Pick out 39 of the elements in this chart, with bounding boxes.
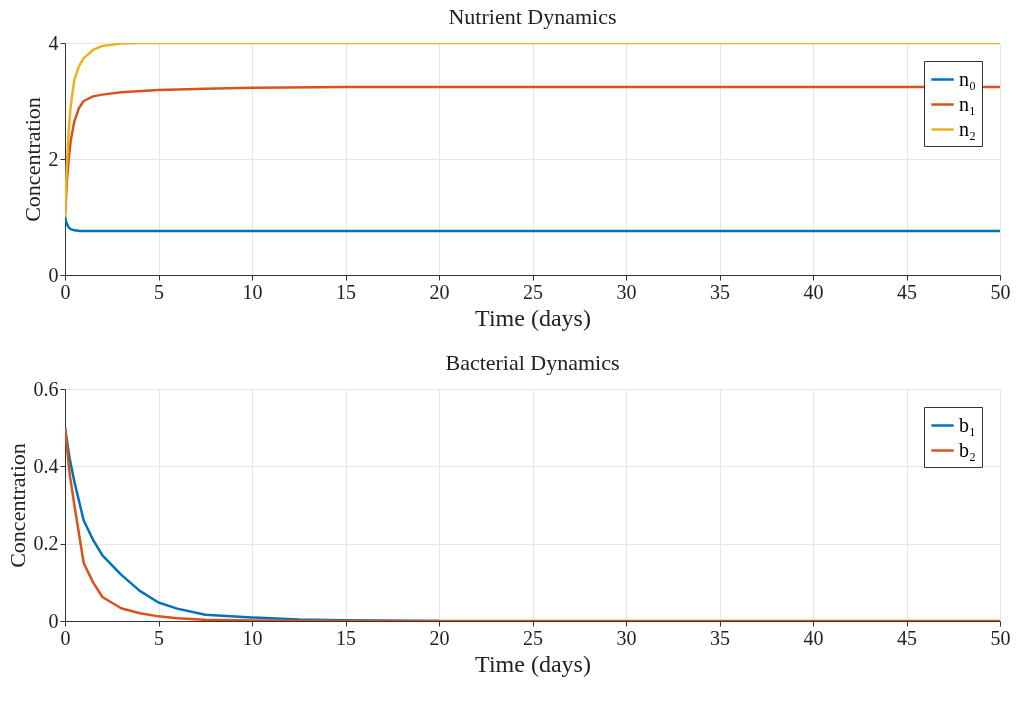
y-tick-label: 0.6 [33,377,59,400]
chart-title: Bacterial Dynamics [445,350,620,375]
legend-label: b₂ [959,438,976,461]
legend-label: n₀ [959,67,976,90]
x-tick-label: 30 [616,626,637,649]
y-tick-label: 0 [48,609,59,632]
x-tick-label: 25 [523,626,543,649]
x-tick-label: 30 [616,280,637,303]
x-tick-label: 45 [897,280,917,303]
x-tick-label: 35 [710,626,730,649]
x-tick-label: 35 [710,280,730,303]
x-tick-label: 10 [242,626,263,649]
y-tick-label: 2 [48,147,59,170]
y-axis-title: Concentration [19,97,45,222]
x-tick-label: 5 [154,626,164,649]
x-tick-label: 40 [803,280,824,303]
x-tick-label: 10 [242,280,263,303]
x-axis-title: Time (days) [475,650,591,677]
x-tick-label: 40 [803,626,824,649]
x-tick-label: 15 [336,626,356,649]
x-tick-label: 20 [429,626,450,649]
x-tick-label: 50 [990,280,1011,303]
x-tick-label: 25 [523,280,543,303]
x-tick-label: 50 [990,626,1011,649]
y-tick-label: 0 [48,263,59,286]
x-tick-label: 5 [154,280,164,303]
y-axis-title: Concentration [4,443,30,568]
y-tick-label: 0.4 [33,454,59,477]
y-tick-label: 4 [48,31,59,54]
x-tick-label: 45 [897,626,917,649]
x-axis-title: Time (days) [475,304,591,331]
x-tick-label: 15 [336,280,356,303]
line-series [65,215,1000,233]
legend-label: b₁ [959,413,976,436]
chart-title: Nutrient Dynamics [448,4,617,29]
x-tick-label: 20 [429,280,450,303]
y-tick-label: 0.2 [33,532,59,555]
legend-label: n₂ [959,117,976,140]
legend-label: n₁ [959,92,976,115]
